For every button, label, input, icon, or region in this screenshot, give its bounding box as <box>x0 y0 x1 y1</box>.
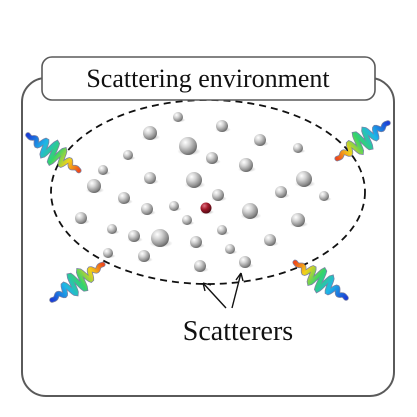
scatterer-sphere <box>177 137 201 156</box>
scatterer-sphere <box>238 256 254 269</box>
scatterer-sphere <box>149 229 173 248</box>
scatterer-sphere <box>274 186 290 199</box>
wave-packet-top-left <box>25 132 82 174</box>
scatterer-sphere <box>181 215 195 226</box>
scatterer-sphere <box>127 230 143 243</box>
scatterer-sphere <box>318 191 332 202</box>
scatterer-sphere <box>140 203 156 216</box>
scatterer-sphere <box>215 120 231 133</box>
arrow-left-head <box>202 282 212 292</box>
title-text: Scattering environment <box>86 64 330 93</box>
frame-border <box>21 77 395 397</box>
scatterer-sphere <box>253 134 269 147</box>
arrow-right-head <box>235 272 244 282</box>
wave-packet-top-right <box>334 120 391 162</box>
scatterer-sphere <box>74 212 90 225</box>
scatterers-label: Scatterers <box>183 316 293 347</box>
arrow-right <box>231 272 242 309</box>
title-box <box>41 56 376 101</box>
scatterer-sphere <box>143 172 159 185</box>
scatterer-sphere <box>168 201 182 212</box>
scatterer-sphere <box>122 150 136 161</box>
scatterer-sphere <box>240 203 262 220</box>
scatterer-sphere <box>106 224 120 235</box>
scatterer-sphere <box>211 189 227 202</box>
scatterer-sphere <box>97 165 111 176</box>
scatterer-sphere <box>85 179 105 194</box>
target-sphere <box>200 202 214 215</box>
scatterer-sphere <box>205 152 221 165</box>
scatterers-group <box>74 112 332 273</box>
scatterer-sphere <box>224 244 238 255</box>
scatterer-sphere <box>289 213 309 228</box>
scatterer-sphere <box>137 250 153 263</box>
scatterer-sphere <box>172 112 186 123</box>
scatterer-pointer-arrows <box>202 272 244 309</box>
scatterer-sphere <box>141 126 161 141</box>
scatterer-sphere <box>193 260 209 273</box>
wave-packet-bottom-left <box>49 261 106 303</box>
wave-packet-bottom-right <box>292 259 349 301</box>
scatterer-sphere <box>117 192 133 205</box>
scatterer-sphere <box>184 172 206 189</box>
arrow-left <box>202 282 227 309</box>
scatterer-sphere <box>237 158 257 173</box>
scatterer-sphere <box>102 248 116 259</box>
scatterer-sphere <box>294 171 316 188</box>
wave-packets-group <box>25 120 391 303</box>
scatterer-sphere <box>189 236 205 249</box>
scatterer-sphere <box>263 234 279 247</box>
scatterer-sphere <box>292 143 306 154</box>
scatterer-sphere <box>216 225 230 236</box>
